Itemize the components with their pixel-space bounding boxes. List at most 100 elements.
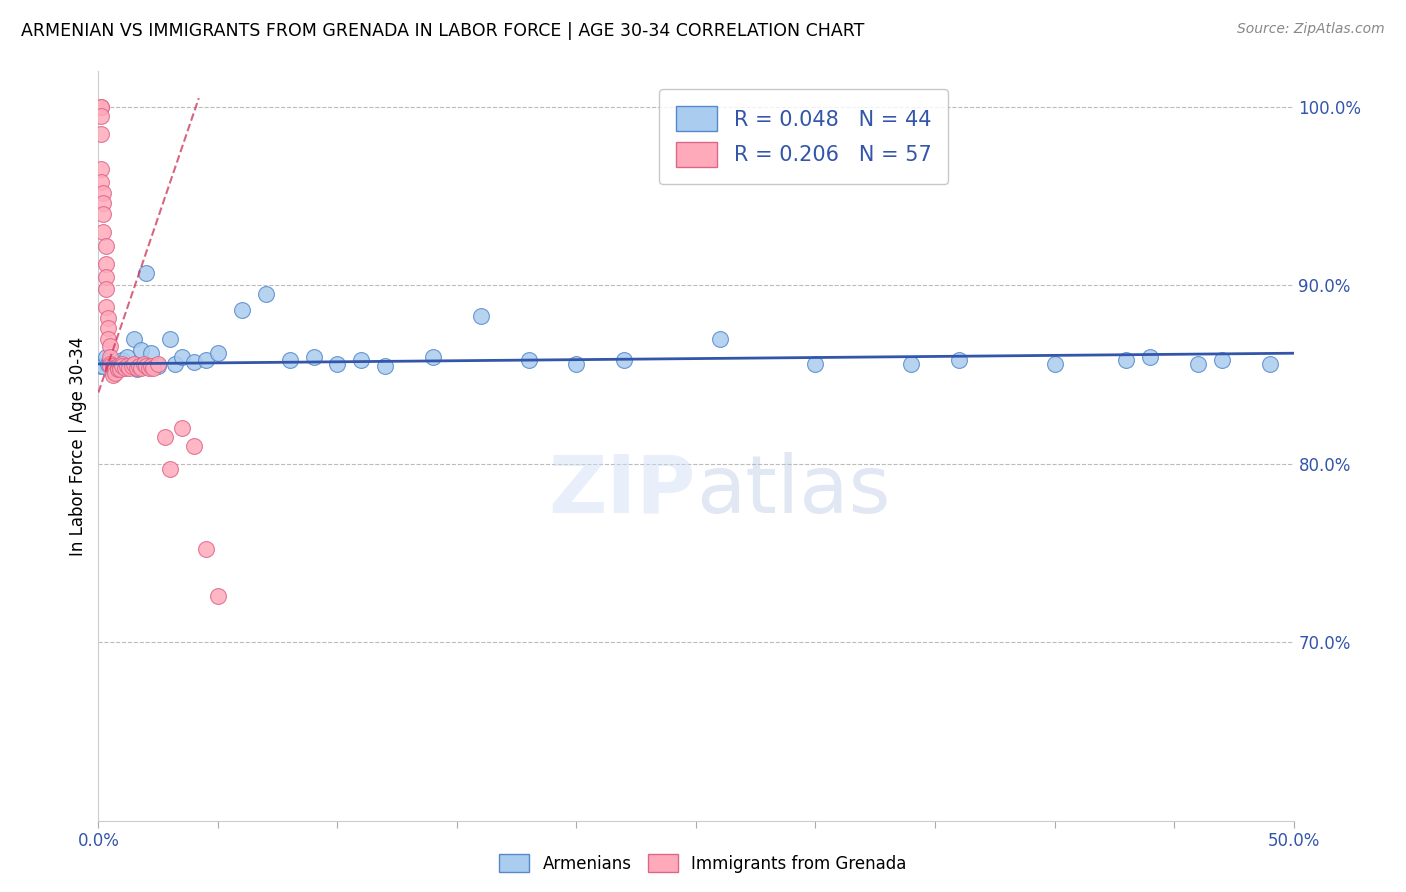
Point: [135, 359, 157, 373]
Point: [101, 362, 124, 376]
Point: [111, 359, 134, 373]
Point: [91, 186, 114, 200]
Point: [104, 357, 127, 371]
Point: [104, 366, 127, 380]
Point: [90, 109, 112, 123]
Point: [115, 350, 138, 364]
Point: [374, 359, 396, 373]
Point: [98, 350, 122, 364]
Point: [139, 346, 162, 360]
Point: [470, 309, 492, 323]
Point: [172, 421, 194, 435]
Legend: Armenians, Immigrants from Grenada: Armenians, Immigrants from Grenada: [492, 847, 914, 880]
Text: ARMENIAN VS IMMIGRANTS FROM GRENADA IN LABOR FORCE | AGE 30-34 CORRELATION CHART: ARMENIAN VS IMMIGRANTS FROM GRENADA IN L…: [21, 22, 865, 40]
Point: [1139, 350, 1161, 364]
Point: [94, 239, 117, 253]
Point: [91, 207, 114, 221]
Point: [108, 362, 131, 376]
Point: [97, 332, 120, 346]
Point: [97, 310, 120, 325]
Point: [104, 362, 127, 376]
Point: [111, 357, 134, 371]
Point: [98, 357, 122, 371]
Point: [172, 350, 194, 364]
Point: [94, 282, 117, 296]
Point: [118, 360, 141, 375]
Point: [326, 357, 349, 371]
Point: [107, 359, 129, 373]
Point: [97, 357, 120, 371]
Point: [98, 359, 122, 373]
Point: [94, 300, 117, 314]
Point: [613, 353, 636, 368]
Point: [163, 357, 186, 371]
Point: [195, 542, 218, 557]
Point: [94, 269, 117, 284]
Point: [131, 343, 153, 357]
Point: [114, 360, 136, 375]
Point: [101, 364, 124, 378]
Point: [183, 355, 205, 369]
Point: [91, 225, 114, 239]
Point: [90, 175, 112, 189]
Point: [135, 266, 157, 280]
Point: [804, 357, 827, 371]
Point: [91, 196, 114, 211]
Point: [107, 362, 129, 376]
Point: [125, 362, 148, 376]
Text: ZIP: ZIP: [548, 452, 696, 530]
Point: [101, 368, 124, 382]
Point: [948, 353, 970, 368]
Point: [91, 359, 114, 373]
Point: [107, 360, 129, 375]
Point: [207, 346, 229, 360]
Point: [97, 321, 120, 335]
Point: [1187, 357, 1209, 371]
Point: [101, 362, 124, 376]
Point: [111, 353, 134, 368]
Point: [148, 357, 170, 371]
Point: [94, 257, 117, 271]
Point: [350, 353, 373, 368]
Point: [90, 162, 112, 177]
Point: [278, 353, 301, 368]
Point: [131, 360, 153, 375]
Point: [231, 303, 253, 318]
Point: [101, 360, 124, 375]
Point: [90, 127, 112, 141]
Point: [900, 357, 922, 371]
Point: [565, 357, 588, 371]
Point: [1211, 353, 1233, 368]
Point: [115, 359, 138, 373]
Text: atlas: atlas: [696, 452, 890, 530]
Point: [104, 360, 127, 375]
Point: [98, 339, 122, 353]
Point: [124, 332, 146, 346]
Point: [1115, 353, 1137, 368]
Point: [1258, 357, 1281, 371]
Point: [139, 359, 162, 373]
Point: [148, 359, 170, 373]
Point: [90, 100, 112, 114]
Point: [155, 430, 177, 444]
Point: [254, 287, 277, 301]
Point: [422, 350, 444, 364]
Point: [709, 332, 731, 346]
Point: [138, 360, 160, 375]
Point: [159, 332, 181, 346]
Point: [90, 100, 112, 114]
Point: [159, 462, 181, 476]
Point: [302, 350, 325, 364]
Point: [94, 350, 117, 364]
Point: [108, 360, 131, 375]
Point: [195, 353, 218, 368]
Point: [98, 353, 122, 368]
Legend: R = 0.048   N = 44, R = 0.206   N = 57: R = 0.048 N = 44, R = 0.206 N = 57: [659, 89, 949, 184]
Point: [101, 359, 124, 373]
Point: [1043, 357, 1066, 371]
Point: [132, 357, 155, 371]
Point: [90, 359, 112, 373]
Text: Source: ZipAtlas.com: Source: ZipAtlas.com: [1237, 22, 1385, 37]
Point: [183, 439, 205, 453]
Point: [125, 360, 148, 375]
